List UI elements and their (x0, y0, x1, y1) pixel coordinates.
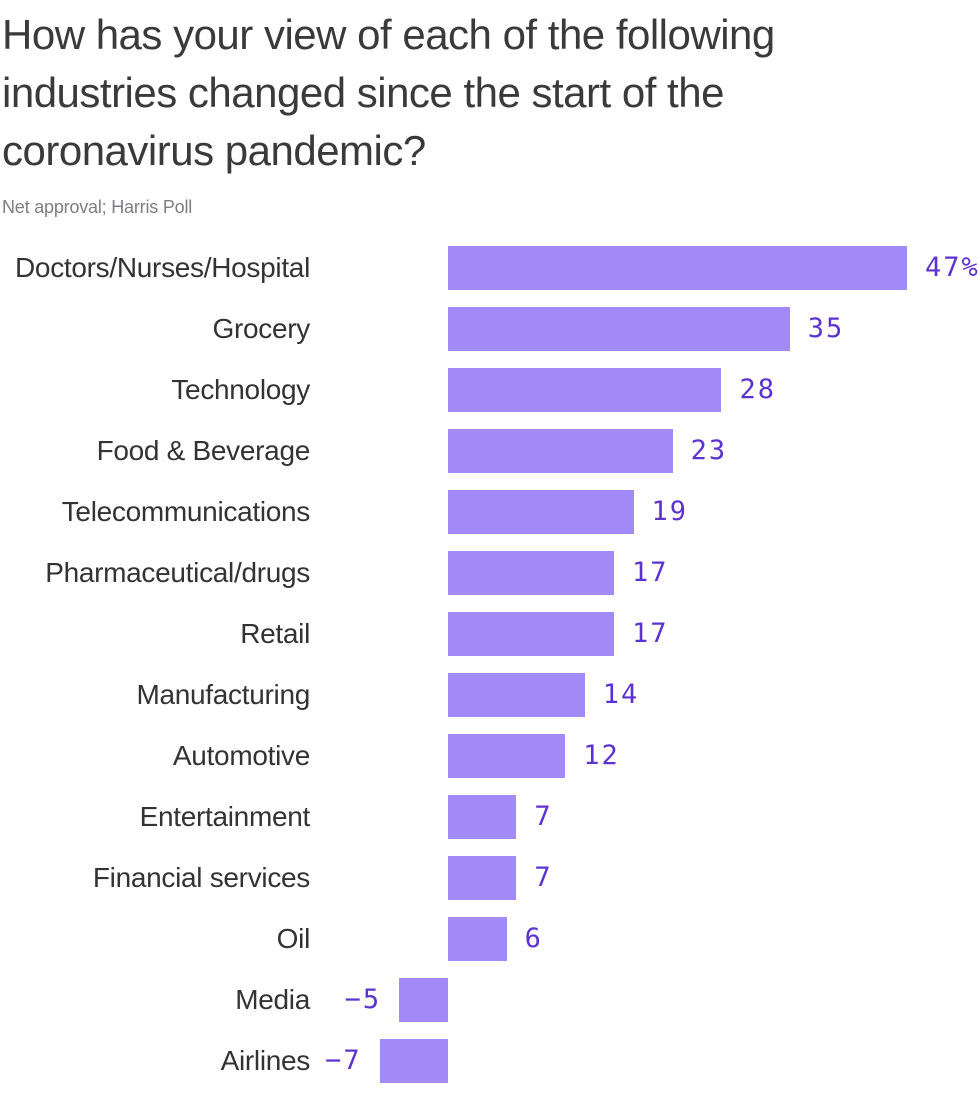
chart-rows: Doctors/Nurses/Hospital 47% Grocery 35 T… (0, 246, 980, 1083)
bar-row: Automotive 12 (0, 734, 980, 795)
bar (448, 734, 566, 778)
bar (448, 856, 517, 900)
category-label: Telecommunications (61, 496, 311, 527)
bar (448, 612, 615, 656)
value-label: 6 (524, 923, 543, 954)
bar-row: Manufacturing 14 (0, 673, 980, 734)
value-label: 28 (739, 374, 776, 405)
value-label: 23 (690, 435, 728, 466)
bar-row: Airlines −7 (0, 1039, 980, 1083)
bar-row: Financial services 7 (0, 856, 980, 917)
bar-row: Oil 6 (0, 917, 980, 978)
category-label: Manufacturing (136, 679, 310, 710)
bar (448, 307, 790, 351)
bar-row: Entertainment 7 (0, 795, 980, 856)
chart-title-line: How has your view of each of the followi… (2, 11, 775, 58)
bar-row: Media −5 (0, 978, 980, 1039)
value-label: 14 (602, 679, 640, 710)
bar (448, 795, 517, 839)
bar (448, 673, 585, 717)
value-label: 17 (632, 557, 669, 588)
bar-row: Technology 28 (0, 368, 980, 429)
bar-row: Doctors/Nurses/Hospital 47% (0, 246, 980, 307)
category-label: Food & Beverage (96, 435, 311, 466)
value-label: 19 (651, 496, 689, 527)
category-label: Media (235, 984, 310, 1015)
chart-subtitle: Net approval; Harris Poll (2, 197, 193, 217)
value-label: 35 (807, 313, 845, 344)
bar-row: Grocery 35 (0, 307, 980, 368)
value-label: 7 (534, 801, 553, 832)
category-label: Grocery (212, 313, 311, 344)
category-label: Airlines (220, 1045, 311, 1076)
value-label: 17 (632, 618, 669, 649)
bar (399, 978, 448, 1022)
chart-title-line: industries changed since the start of th… (2, 69, 724, 116)
bar-row: Retail 17 (0, 612, 980, 673)
bar (448, 429, 673, 473)
bar (379, 1039, 448, 1083)
bar (448, 551, 615, 595)
category-label: Oil (276, 923, 311, 954)
value-label: −5 (344, 984, 382, 1015)
category-label: Financial services (92, 862, 310, 893)
bar (448, 490, 634, 534)
bar (448, 246, 907, 290)
category-label: Technology (171, 374, 310, 405)
bar-row: Telecommunications 19 (0, 490, 980, 551)
category-label: Entertainment (139, 801, 311, 832)
value-label: 12 (583, 740, 620, 771)
bar (448, 368, 722, 412)
value-label: 47% (925, 252, 980, 283)
bar-row: Food & Beverage 23 (0, 429, 980, 490)
category-label: Doctors/Nurses/Hospital (15, 252, 310, 283)
value-label: −7 (325, 1045, 362, 1076)
value-label: 7 (534, 862, 553, 893)
chart-title-line: coronavirus pandemic? (2, 127, 426, 174)
category-label: Pharmaceutical/drugs (45, 557, 310, 588)
category-label: Automotive (172, 740, 310, 771)
bar-row: Pharmaceutical/drugs 17 (0, 551, 980, 612)
category-label: Retail (240, 618, 310, 649)
chart-title: How has your view of each of the followi… (0, 0, 980, 180)
bar (448, 917, 507, 961)
